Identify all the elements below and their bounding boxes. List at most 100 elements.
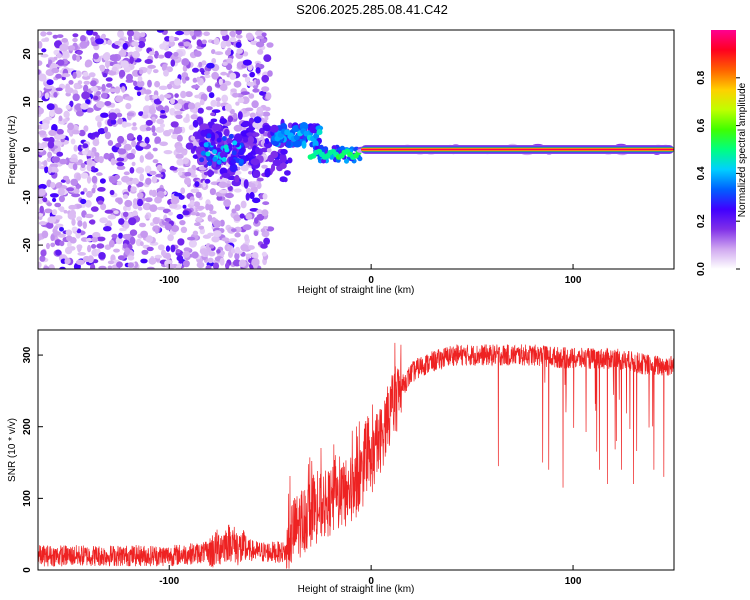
spectrogram-blob: [219, 83, 228, 91]
direct-line-band: [361, 148, 674, 151]
spectrogram-blob: [154, 196, 162, 204]
spectrogram-blob: [198, 212, 206, 218]
spectrogram-blob: [117, 255, 126, 261]
spectrogram-blob: [85, 107, 94, 113]
spectrogram-blob: [46, 79, 54, 86]
spectrogram-blob: [194, 222, 201, 227]
spectrogram-blob: [210, 132, 216, 142]
spectrogram-blob: [82, 143, 89, 149]
spectrogram-blob: [168, 35, 175, 43]
spectrogram-blob: [124, 96, 134, 101]
spectrogram-blob: [279, 176, 287, 183]
snr-plot-area: [38, 342, 674, 569]
y-tick-label: 100: [22, 490, 33, 507]
spectrogram-blob: [96, 91, 101, 96]
spectrogram-blob: [66, 235, 73, 242]
spectrogram-blob: [233, 188, 242, 193]
spectrogram-blob: [230, 158, 236, 164]
spectrogram-blob: [55, 87, 63, 92]
spectrogram-blob: [108, 88, 118, 93]
spectrogram-blob: [113, 210, 119, 215]
spectrogram-blob: [111, 66, 118, 72]
spectrogram-blob: [38, 261, 42, 269]
spectrogram-blob: [160, 123, 165, 128]
spectrogram-blob: [86, 30, 94, 36]
spectrogram-blob: [198, 225, 205, 230]
spectrogram-blob: [228, 238, 237, 243]
spectrogram-blob: [231, 150, 237, 156]
spectrogram-blob: [122, 194, 129, 199]
spectrogram-blob: [38, 212, 44, 217]
spectrogram-blob: [260, 38, 268, 43]
spectrogram-blob: [190, 135, 196, 141]
spectrogram-blob: [170, 121, 179, 128]
spectrogram-blob: [154, 254, 162, 259]
spectrogram-blob: [264, 168, 271, 178]
spectrogram-blob: [213, 37, 220, 46]
spectrogram-blob: [255, 78, 261, 86]
spectrogram-blob: [141, 249, 149, 255]
spectrogram-blob: [261, 251, 267, 257]
spectrogram-blob: [39, 205, 44, 214]
spectrogram-blob: [196, 76, 201, 82]
spectrogram-blob: [149, 170, 157, 176]
spectrogram-blob: [41, 122, 50, 130]
spectrogram-blob: [236, 48, 243, 54]
spectrogram-blob: [161, 249, 166, 257]
spectrogram-blob: [114, 86, 121, 94]
spectrogram-blob: [185, 91, 193, 98]
spectrogram-blob: [245, 192, 250, 201]
snr-xlabel: Height of straight line (km): [298, 584, 415, 595]
spectrogram-blob: [86, 175, 92, 184]
spectrogram-blob: [251, 258, 260, 266]
spectrogram-blob: [64, 246, 73, 255]
spectrogram-blob: [43, 160, 48, 167]
spectrogram-blob: [156, 164, 163, 171]
spectrogram-blob: [219, 257, 225, 266]
spectrogram-blob: [88, 72, 96, 78]
spectrogram-blob: [253, 116, 262, 124]
spectrogram-blob: [126, 133, 134, 140]
spectrogram-blob: [84, 199, 92, 208]
spectrogram-blob: [50, 62, 57, 68]
spectrogram-blob: [221, 237, 230, 242]
spectrogram-blob: [185, 76, 190, 81]
spectrogram-blob: [128, 217, 137, 226]
spectrogram-blob: [104, 131, 111, 140]
spectrogram-blob: [44, 85, 53, 89]
spectrogram-blob: [176, 213, 184, 220]
spectrogram-blob: [95, 38, 104, 45]
x-tick-label: 0: [368, 576, 374, 587]
spectrogram-blob: [160, 109, 166, 114]
spectrogram-blob: [44, 208, 53, 214]
spectrogram-blob: [163, 94, 172, 99]
spectrogram-blob: [105, 77, 113, 82]
spectrogram-blob: [57, 59, 65, 66]
spectrogram-blob: [146, 67, 152, 75]
spectrogram-blob: [151, 175, 158, 184]
spectrogram-blob: [80, 162, 86, 169]
spectrogram-blob: [212, 149, 218, 155]
spectrogram-blob: [228, 133, 234, 139]
spectrogram-blob: [175, 153, 184, 159]
spectrogram-blob: [49, 193, 59, 198]
spectrogram-blob: [212, 262, 220, 269]
spectrogram-blob: [216, 195, 223, 201]
colorbar-tick-label: 0.2: [696, 214, 707, 228]
spectrogram-blob: [203, 70, 210, 76]
spectrogram-blob: [175, 114, 183, 119]
spectrogram-blob: [270, 163, 276, 172]
spectrogram-blob: [137, 192, 144, 199]
spectrogram-blob: [170, 59, 176, 67]
spectrogram-blob: [246, 187, 252, 194]
spectrogram-blob: [174, 103, 183, 110]
spectrogram-blob: [176, 158, 184, 166]
spectrogram-blob: [262, 124, 272, 132]
spectrogram-blob: [286, 140, 292, 147]
spectrogram-blob: [149, 107, 156, 115]
spectrogram-blob: [107, 265, 113, 269]
spectrogram-blob: [80, 191, 85, 195]
spectrogram-blob: [243, 137, 249, 143]
spectrogram-blob: [235, 34, 243, 39]
spectrogram-blob: [157, 54, 165, 59]
